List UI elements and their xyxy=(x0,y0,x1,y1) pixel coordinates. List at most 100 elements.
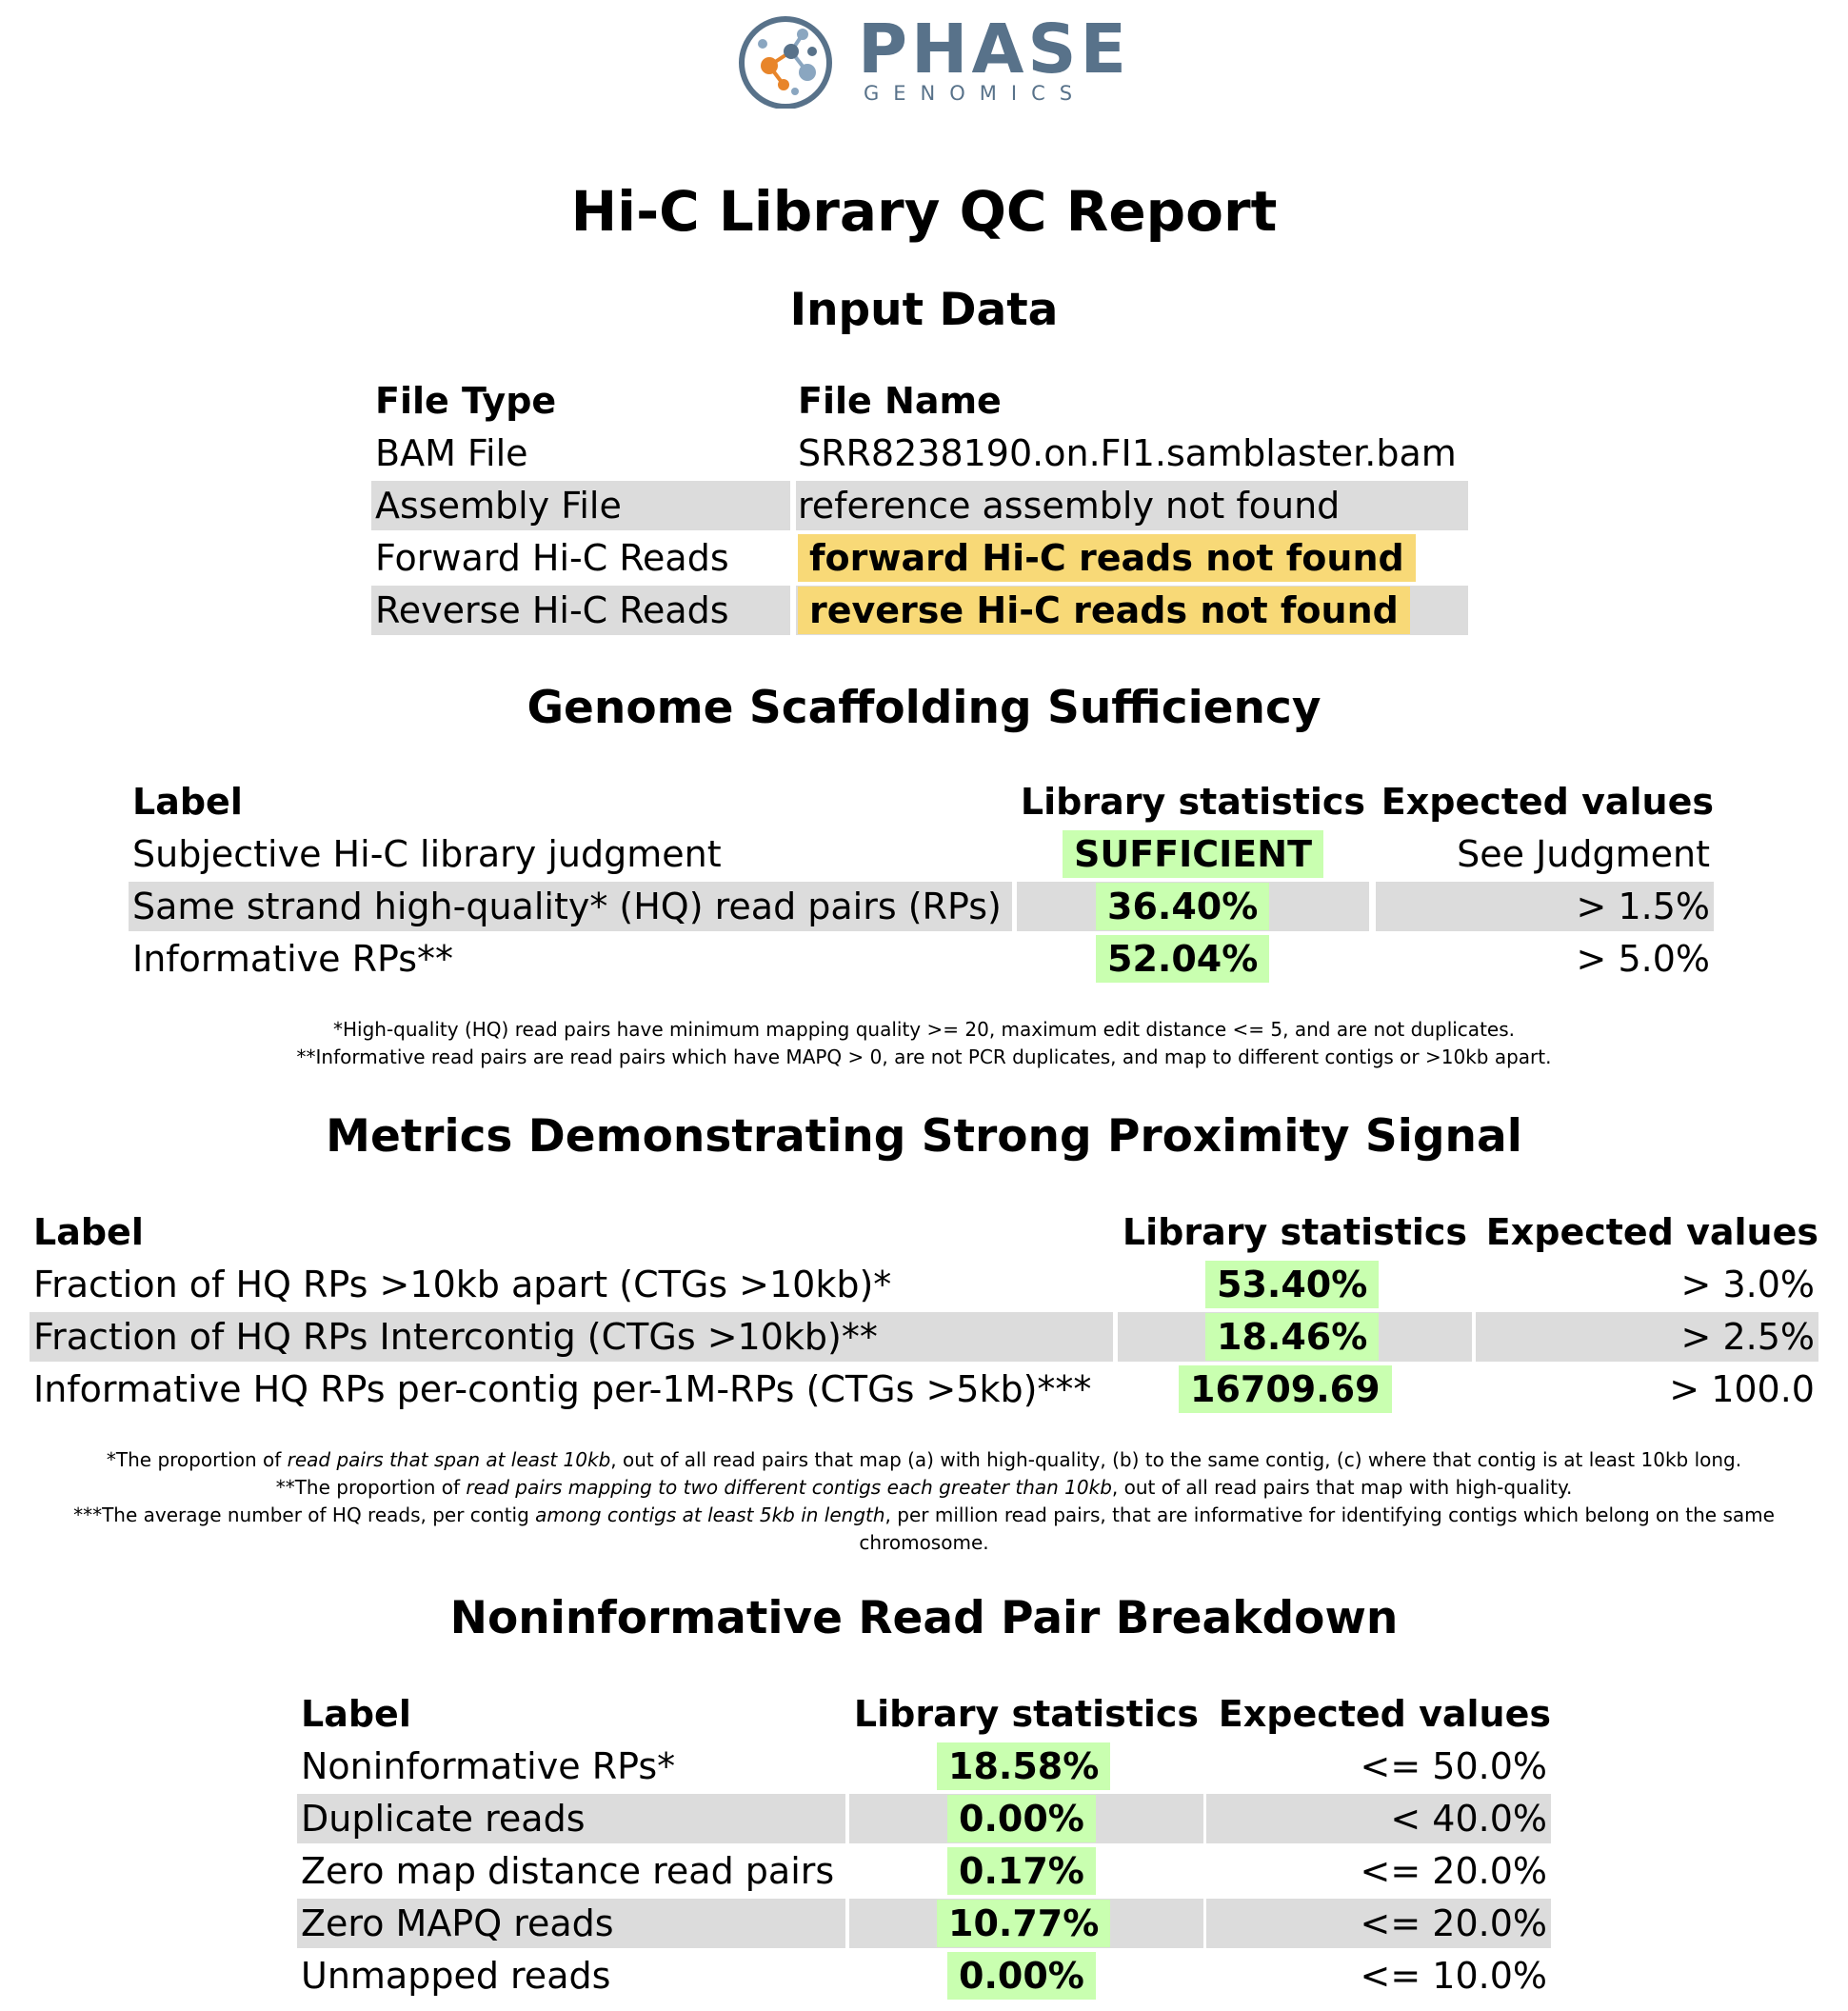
header-library-statistics: Library statistics xyxy=(1122,1211,1468,1253)
footnote: ***The average number of HQ reads, per c… xyxy=(73,1503,1775,1526)
stat-value: 36.40% xyxy=(1096,883,1270,930)
label-cell: Fraction of HQ RPs Intercontig (CTGs >10… xyxy=(30,1312,1113,1362)
table-row: Assembly File reference assembly not fou… xyxy=(371,481,1468,530)
expected-cell: See Judgment xyxy=(1457,833,1710,875)
file-name-cell: reference assembly not found xyxy=(796,481,1468,530)
file-type-cell: Assembly File xyxy=(371,481,790,530)
stat-value: 53.40% xyxy=(1205,1261,1380,1308)
table-row: Zero map distance read pairs 0.17% <= 20… xyxy=(297,1846,1551,1896)
stat-cell: 18.46% xyxy=(1118,1312,1472,1362)
expected-cell: > 100.0 xyxy=(1669,1368,1815,1410)
file-name-cell: SRR8238190.on.FI1.samblaster.bam xyxy=(798,432,1457,474)
stat-value: SUFFICIENT xyxy=(1063,830,1323,878)
stat-cell: 36.40% xyxy=(1017,882,1369,931)
section-heading-scaffolding: Genome Scaffolding Sufficiency xyxy=(527,682,1321,734)
footnote: *High-quality (HQ) read pairs have minim… xyxy=(333,1018,1515,1041)
stat-cell: 16709.69 xyxy=(1118,1364,1472,1414)
logo-brand-text: PHASE xyxy=(858,10,1131,89)
file-type-cell: Reverse Hi-C Reads xyxy=(371,586,790,635)
expected-cell: > 2.5% xyxy=(1476,1312,1818,1362)
header-file-type: File Type xyxy=(375,380,557,422)
file-type-cell: Forward Hi-C Reads xyxy=(375,537,729,579)
noninformative-table: Label Library statistics Expected values… xyxy=(297,1689,1551,2003)
stat-cell: 0.00% xyxy=(849,1794,1203,1843)
stat-value: 0.17% xyxy=(947,1847,1096,1895)
stat-cell: 52.04% xyxy=(1017,934,1369,984)
table-row: Informative HQ RPs per-contig per-1M-RPs… xyxy=(30,1364,1818,1414)
table-row: Fraction of HQ RPs Intercontig (CTGs >10… xyxy=(30,1312,1818,1362)
scaffolding-table: Label Library statistics Expected values… xyxy=(129,777,1714,986)
table-row: Fraction of HQ RPs >10kb apart (CTGs >10… xyxy=(30,1260,1818,1309)
table-row: Reverse Hi-C Reads reverse Hi-C reads no… xyxy=(371,586,1468,635)
table-header-row: Label Library statistics Expected values xyxy=(30,1207,1818,1257)
input-data-table: File Type File Name BAM File SRR8238190.… xyxy=(371,376,1468,639)
label-cell: Zero map distance read pairs xyxy=(301,1850,835,1892)
footnote: **The proportion of read pairs mapping t… xyxy=(275,1476,1573,1499)
expected-cell: > 3.0% xyxy=(1680,1264,1815,1305)
table-row: Forward Hi-C Reads forward Hi-C reads no… xyxy=(371,533,1468,583)
label-cell: Unmapped reads xyxy=(301,1955,611,1997)
stat-value: 10.77% xyxy=(937,1900,1111,1947)
label-cell: Same strand high-quality* (HQ) read pair… xyxy=(129,882,1012,931)
table-header-row: Label Library statistics Expected values xyxy=(129,777,1714,826)
stat-cell: 0.00% xyxy=(849,1951,1203,2001)
logo-network-icon xyxy=(739,16,832,109)
file-name-cell: reverse Hi-C reads not found xyxy=(796,586,1468,635)
proximity-table: Label Library statistics Expected values… xyxy=(30,1207,1818,1417)
footnote: chromosome. xyxy=(859,1531,989,1554)
header-label: Label xyxy=(33,1211,144,1253)
status-badge: reverse Hi-C reads not found xyxy=(798,587,1410,634)
section-heading-noninformative: Noninformative Read Pair Breakdown xyxy=(449,1592,1399,1644)
footnote: **Informative read pairs are read pairs … xyxy=(296,1045,1552,1068)
label-cell: Fraction of HQ RPs >10kb apart (CTGs >10… xyxy=(33,1264,892,1305)
expected-cell: < 40.0% xyxy=(1206,1794,1551,1843)
label-cell: Noninformative RPs* xyxy=(301,1745,676,1787)
header-library-statistics: Library statistics xyxy=(1020,781,1366,823)
section-heading-input-data: Input Data xyxy=(789,284,1059,336)
stat-cell: SUFFICIENT xyxy=(1017,829,1369,879)
footnote: *The proportion of read pairs that span … xyxy=(106,1448,1742,1471)
stat-value: 16709.69 xyxy=(1179,1365,1392,1413)
stat-cell: 10.77% xyxy=(849,1899,1203,1948)
table-row: Subjective Hi-C library judgment SUFFICI… xyxy=(129,829,1714,879)
status-badge: forward Hi-C reads not found xyxy=(798,534,1416,582)
label-cell: Informative RPs** xyxy=(132,938,454,980)
file-name-cell: forward Hi-C reads not found xyxy=(796,533,1468,583)
expected-cell: <= 10.0% xyxy=(1360,1955,1547,1997)
table-row: Duplicate reads 0.00% < 40.0% xyxy=(297,1794,1551,1843)
header-expected-values: Expected values xyxy=(1381,781,1714,823)
table-row: Informative RPs** 52.04% > 5.0% xyxy=(129,934,1714,984)
report-title: Hi-C Library QC Report xyxy=(570,179,1278,244)
header-expected-values: Expected values xyxy=(1218,1693,1551,1735)
file-type-cell: BAM File xyxy=(375,432,528,474)
stat-cell: 53.40% xyxy=(1118,1260,1472,1309)
label-cell: Subjective Hi-C library judgment xyxy=(132,833,722,875)
logo-sub-text: GENOMICS xyxy=(864,82,1087,105)
stat-value: 18.58% xyxy=(937,1742,1111,1790)
expected-cell: <= 20.0% xyxy=(1360,1850,1547,1892)
table-header-row: File Type File Name xyxy=(371,376,1468,426)
stat-value: 0.00% xyxy=(947,1952,1096,2000)
stat-value: 0.00% xyxy=(947,1795,1096,1842)
table-row: BAM File SRR8238190.on.FI1.samblaster.ba… xyxy=(371,428,1468,478)
expected-cell: > 1.5% xyxy=(1376,882,1714,931)
table-row: Noninformative RPs* 18.58% <= 50.0% xyxy=(297,1742,1551,1791)
section-heading-proximity: Metrics Demonstrating Strong Proximity S… xyxy=(326,1110,1522,1163)
label-cell: Zero MAPQ reads xyxy=(297,1899,845,1948)
header-label: Label xyxy=(132,781,243,823)
header-library-statistics: Library statistics xyxy=(853,1693,1200,1735)
expected-cell: <= 20.0% xyxy=(1206,1899,1551,1948)
stat-cell: 18.58% xyxy=(849,1742,1203,1791)
expected-cell: <= 50.0% xyxy=(1360,1745,1547,1787)
header-file-name: File Name xyxy=(798,380,1002,422)
table-row: Unmapped reads 0.00% <= 10.0% xyxy=(297,1951,1551,2001)
table-row: Zero MAPQ reads 10.77% <= 20.0% xyxy=(297,1899,1551,1948)
stat-value: 18.46% xyxy=(1205,1313,1380,1361)
stat-cell: 0.17% xyxy=(849,1846,1203,1896)
label-cell: Duplicate reads xyxy=(297,1794,845,1843)
expected-cell: > 5.0% xyxy=(1576,938,1710,980)
header-label: Label xyxy=(301,1693,411,1735)
header-expected-values: Expected values xyxy=(1485,1211,1818,1253)
table-row: Same strand high-quality* (HQ) read pair… xyxy=(129,882,1714,931)
label-cell: Informative HQ RPs per-contig per-1M-RPs… xyxy=(33,1368,1092,1410)
